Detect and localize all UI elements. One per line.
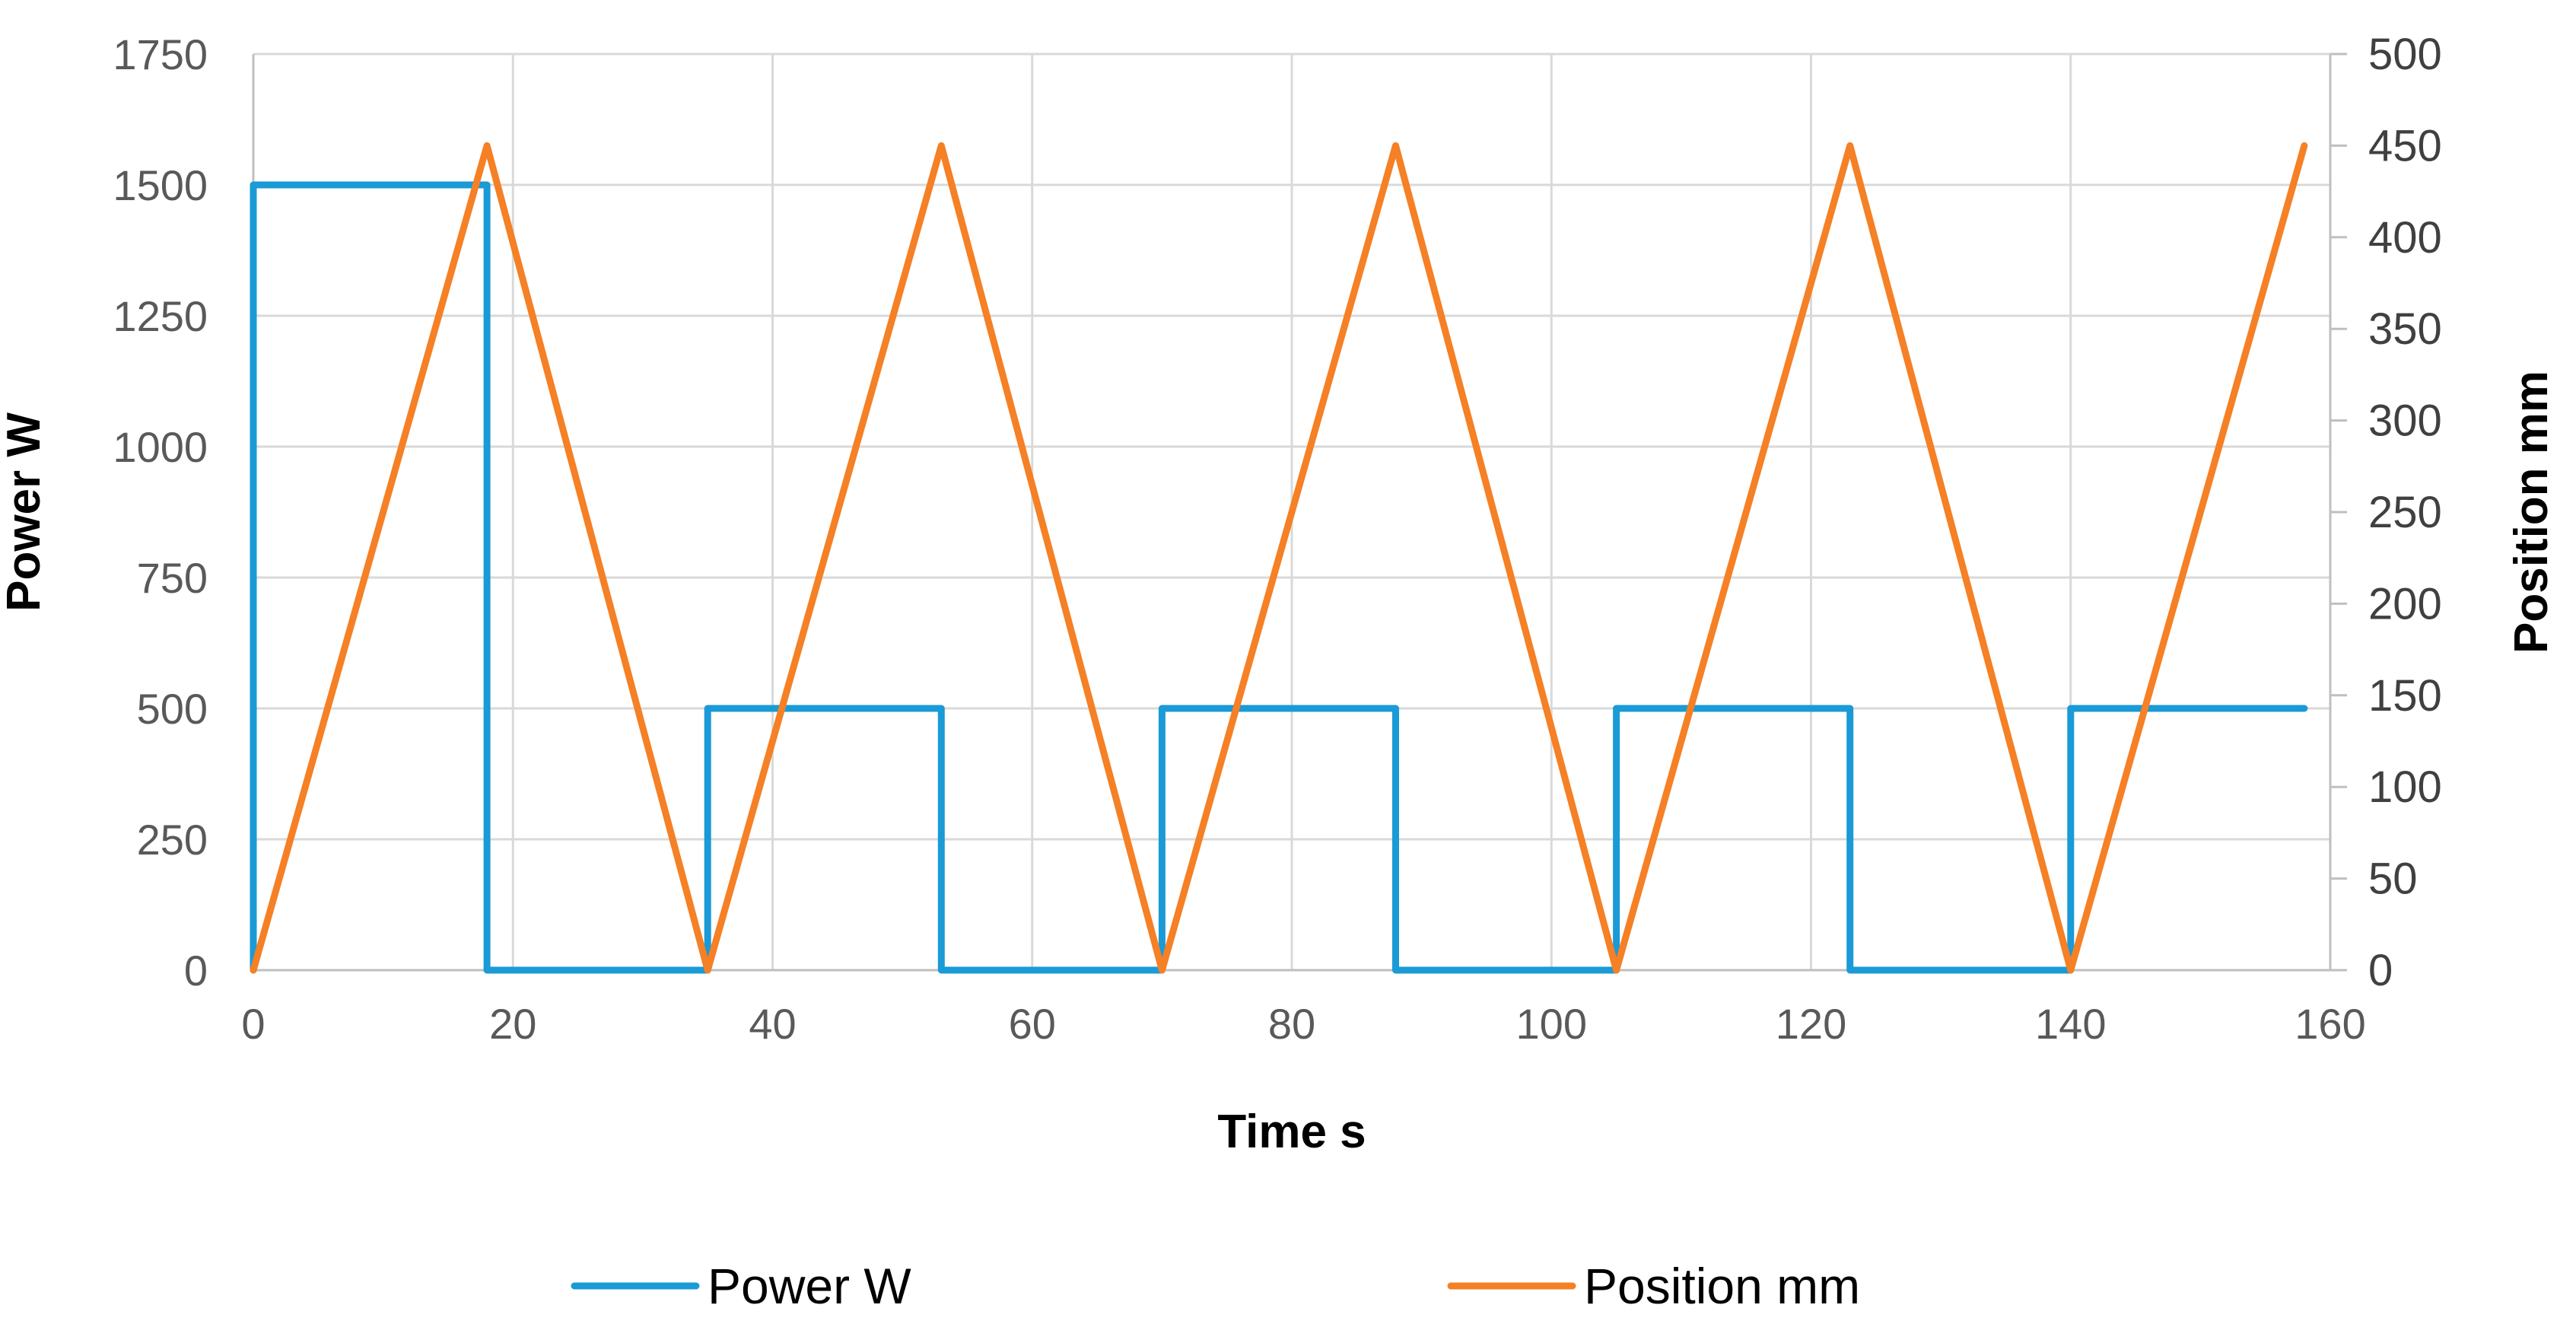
y2-tick-label: 450 [2368, 121, 2442, 170]
y-tick-label: 1000 [113, 423, 208, 471]
y-axis-title: Power W [0, 412, 50, 612]
x-axis-title: Time s [1217, 1106, 1366, 1158]
y2-tick-label: 500 [2368, 30, 2442, 79]
legend-label-power: Power W [708, 1258, 911, 1314]
y2-tick-label: 400 [2368, 213, 2442, 263]
x-tick-label: 100 [1516, 1000, 1587, 1048]
tick-labels: 0 20 40 60 80 100 120 140 1600250500750100012501… [113, 30, 2441, 1048]
x-tick-label: 40 [749, 1000, 796, 1048]
legend: Power W Position mm [571, 1258, 1860, 1314]
y-tick-label: 250 [137, 816, 208, 864]
y-tick-label: 500 [137, 685, 208, 733]
x-tick-label: 140 [2035, 1000, 2106, 1048]
series-line-1 [250, 142, 2308, 974]
y2-axis-title: Position mm [2505, 371, 2558, 654]
x-tick-label: 160 [2295, 1000, 2365, 1048]
series-lines [250, 142, 2308, 974]
y2-tick-label: 300 [2368, 396, 2442, 446]
x-tick-label: 20 [489, 1000, 536, 1048]
x-tick-label: 60 [1009, 1000, 1056, 1048]
y2-tick-label: 150 [2368, 671, 2442, 721]
y2-tick-label: 350 [2368, 304, 2442, 354]
y-tick-label: 1750 [113, 30, 208, 78]
y-tick-label: 750 [137, 554, 208, 602]
x-tick-label: 0 [241, 1000, 265, 1048]
series-line-0 [250, 181, 2308, 974]
x-tick-label: 80 [1268, 1000, 1315, 1048]
y2-tick-label: 250 [2368, 488, 2442, 537]
y-tick-label: 0 [184, 947, 208, 995]
y2-tick-label: 0 [2368, 946, 2393, 995]
y-tick-label: 1250 [113, 292, 208, 340]
y2-tick-label: 100 [2368, 762, 2442, 812]
x-tick-label: 120 [1776, 1000, 1846, 1048]
y2-tick-label: 200 [2368, 579, 2442, 629]
y2-tick-label: 50 [2368, 854, 2418, 904]
y-tick-label: 1500 [113, 161, 208, 209]
legend-label-position: Position mm [1584, 1258, 1860, 1314]
